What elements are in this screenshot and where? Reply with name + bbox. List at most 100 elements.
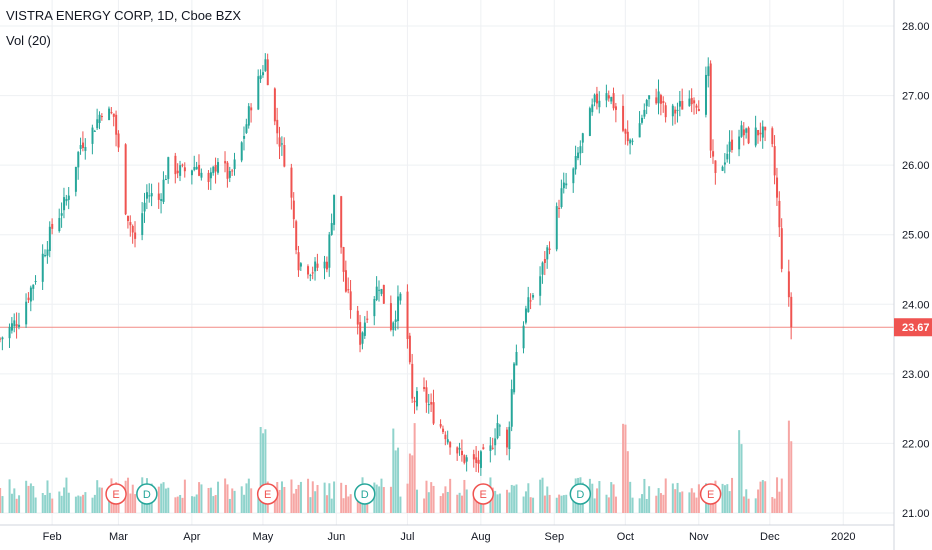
time-tick-label: Jul <box>400 531 414 543</box>
volume-bar <box>162 482 165 513</box>
volume-bar <box>195 494 198 513</box>
candle-body <box>214 164 217 172</box>
volume-bar <box>731 477 734 513</box>
candle-body <box>309 275 312 277</box>
candle-body <box>659 95 662 104</box>
candle-body <box>32 284 35 289</box>
candle-body <box>738 136 741 150</box>
candle-body <box>610 96 613 102</box>
volume-bar <box>515 484 518 513</box>
candle-body <box>712 151 715 157</box>
earnings-event-marker[interactable] <box>256 483 279 505</box>
candle-body <box>82 142 85 149</box>
candle-body <box>209 172 212 179</box>
candle-body <box>444 434 447 440</box>
candle-body <box>593 94 596 103</box>
earnings-event-marker[interactable] <box>105 483 127 505</box>
event-marker-label: D <box>143 489 151 501</box>
candle-body <box>131 225 134 233</box>
volume-bars <box>0 420 793 513</box>
candle-body <box>307 266 310 275</box>
candle-body <box>207 172 210 182</box>
volume-bar <box>299 481 302 513</box>
volume-bar <box>380 478 383 513</box>
candle-body <box>160 199 163 201</box>
volume-bar <box>629 481 632 513</box>
candle-body <box>541 262 544 275</box>
candle-body <box>278 137 281 147</box>
candle-body <box>773 146 776 176</box>
candle-body <box>65 198 68 202</box>
candle-body <box>67 195 70 200</box>
volume-bar <box>406 483 409 513</box>
candle-body <box>607 95 610 99</box>
volume-bar <box>214 495 217 513</box>
candle-body <box>226 162 229 179</box>
candle-body <box>655 97 658 104</box>
chart-title: VISTRA ENERGY CORP, 1D, Cboe BZX <box>6 8 242 23</box>
candle-body <box>631 140 634 142</box>
candle-body <box>612 93 615 109</box>
dividend-event-marker[interactable] <box>569 483 592 505</box>
dividend-event-marker[interactable] <box>354 483 376 505</box>
candle-body <box>494 438 497 446</box>
volume-bar <box>392 428 395 513</box>
candle-body <box>380 289 383 294</box>
candle-body <box>645 100 648 107</box>
candle-body <box>250 107 253 111</box>
volume-bar <box>8 479 11 513</box>
candle-body <box>100 116 103 118</box>
volume-bar <box>423 498 426 513</box>
candle-body <box>676 109 679 111</box>
volume-bar <box>472 490 475 513</box>
candle-body <box>605 93 608 101</box>
candle-body <box>264 59 267 71</box>
volume-indicator-label[interactable]: Vol (20) <box>6 33 51 48</box>
price-tick-label: 23.00 <box>902 369 930 381</box>
volume-bar <box>688 492 691 513</box>
candle-body <box>295 221 298 251</box>
volume-bar <box>572 492 575 513</box>
volume-bar <box>690 488 693 513</box>
candle-body <box>117 133 120 148</box>
volume-bar <box>671 483 674 513</box>
candle-body <box>179 165 182 176</box>
candle-body <box>510 389 513 427</box>
candle-body <box>442 428 445 432</box>
candle-body <box>74 166 77 192</box>
volume-bar <box>183 479 186 513</box>
volume-bar <box>309 497 312 513</box>
volume-bar <box>167 487 170 513</box>
candle-body <box>726 153 729 160</box>
candle-body <box>629 139 632 144</box>
candle-body <box>13 320 16 327</box>
volume-bar <box>0 487 2 513</box>
candle-body <box>626 131 629 142</box>
volume-bar <box>344 484 347 513</box>
candle-body <box>465 457 468 462</box>
volume-bar <box>79 496 82 513</box>
candle-body <box>458 447 461 450</box>
candle-body <box>394 319 397 322</box>
candle-body <box>195 166 198 170</box>
volume-bar <box>605 494 608 513</box>
volume-bar <box>764 481 767 513</box>
candle-body <box>498 425 501 427</box>
earnings-event-marker[interactable] <box>472 483 494 505</box>
candle-body <box>461 450 464 456</box>
earnings-event-marker[interactable] <box>699 483 722 505</box>
candle-body <box>475 457 478 463</box>
volume-bar <box>659 493 662 513</box>
dividend-event-marker[interactable] <box>136 483 158 505</box>
volume-bar <box>176 496 179 513</box>
candle-body <box>15 324 18 327</box>
volume-bar <box>742 496 745 513</box>
volume-bar <box>728 491 731 513</box>
candle-body <box>638 123 641 138</box>
time-tick-label: May <box>253 531 274 543</box>
candle-body <box>456 447 459 454</box>
candle-body <box>91 127 94 144</box>
